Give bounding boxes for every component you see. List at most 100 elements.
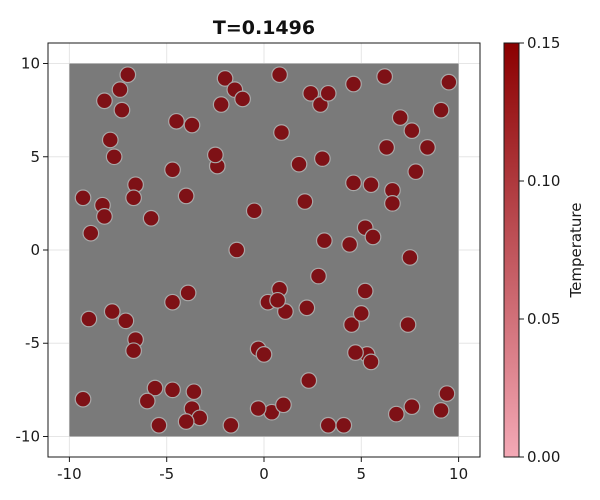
- colorbar-tick-label: 0.15: [527, 34, 560, 52]
- particle: [138, 392, 156, 410]
- colorbar-tick-label: 0.05: [527, 310, 560, 328]
- particle: [335, 416, 353, 434]
- particle: [341, 236, 359, 253]
- colorbar-tick-label: 0.10: [527, 172, 560, 190]
- particle: [310, 267, 327, 285]
- particle: [177, 187, 195, 205]
- particle: [273, 124, 290, 141]
- particle: [378, 139, 395, 156]
- x-tick-label: -10: [57, 465, 82, 483]
- y-tick-label: 5: [30, 148, 40, 166]
- x-tick-label: -5: [159, 465, 174, 483]
- colorbar: 0.00 0.05 0.10 0.15 Temperature: [503, 34, 585, 466]
- colorbar-gradient: [503, 42, 520, 458]
- x-tick-label: 10: [449, 465, 468, 483]
- particle: [74, 189, 92, 207]
- y-tick-label: 10: [21, 55, 40, 73]
- particle: [313, 150, 331, 168]
- particle: [111, 81, 129, 99]
- particle: [364, 228, 382, 246]
- particle: [146, 379, 164, 397]
- particle: [164, 293, 181, 311]
- y-tick-label: -5: [25, 334, 40, 352]
- particle: [407, 163, 425, 181]
- particle: [345, 75, 362, 93]
- particle: [164, 381, 181, 399]
- particle: [399, 316, 417, 333]
- colorbar-tick-label: 0.00: [527, 448, 560, 466]
- particle: [183, 116, 201, 134]
- particle: [234, 90, 251, 108]
- particle: [275, 396, 292, 414]
- particle: [222, 416, 240, 434]
- particle: [432, 101, 450, 119]
- particle: [296, 193, 314, 210]
- particle: [347, 344, 364, 361]
- particle: [432, 401, 450, 419]
- colorbar-label: Temperature: [567, 202, 585, 298]
- particle: [376, 68, 394, 85]
- particle: [401, 249, 419, 266]
- particle: [206, 146, 224, 164]
- particle: [352, 305, 370, 322]
- particle: [164, 161, 181, 179]
- particle: [119, 66, 137, 84]
- particle: [177, 413, 195, 430]
- particle: [117, 312, 135, 330]
- y-tick-label: 0: [30, 241, 40, 259]
- particle: [125, 342, 143, 360]
- particle: [255, 346, 273, 363]
- particle: [80, 310, 98, 328]
- particle: [300, 372, 318, 389]
- particle: [387, 405, 405, 423]
- particle: [245, 202, 263, 220]
- particle: [403, 398, 421, 416]
- particle: [96, 208, 113, 225]
- particle: [319, 416, 337, 434]
- particle: [271, 66, 288, 84]
- particle: [419, 139, 436, 156]
- particle: [403, 122, 421, 140]
- y-axis-ticks: -10 -5 0 5 10: [16, 55, 48, 445]
- particle: [113, 101, 131, 119]
- particle: [101, 131, 119, 149]
- particle: [142, 209, 160, 227]
- particle: [438, 385, 456, 402]
- simulation-box: [69, 63, 459, 437]
- particle: [315, 232, 333, 250]
- particle: [345, 174, 362, 192]
- particle: [384, 194, 401, 212]
- x-tick-label: 0: [259, 465, 269, 483]
- particle: [103, 303, 121, 320]
- particle: [228, 241, 246, 259]
- particle: [269, 291, 287, 309]
- colorbar-ticks: 0.00 0.05 0.10 0.15: [519, 34, 560, 466]
- particle: [298, 299, 316, 317]
- x-axis-ticks: -10 -5 0 5 10: [57, 457, 468, 483]
- particle: [343, 316, 360, 333]
- particle: [362, 176, 380, 194]
- particle: [319, 84, 337, 102]
- particle: [216, 70, 234, 87]
- y-tick-label: -10: [16, 427, 41, 445]
- particle: [96, 92, 113, 110]
- particle: [212, 96, 230, 113]
- particles: [74, 66, 458, 434]
- x-tick-label: 5: [357, 465, 367, 483]
- particle: [150, 416, 168, 434]
- particle: [362, 353, 380, 371]
- particle: [105, 148, 123, 166]
- particle: [168, 112, 185, 130]
- particle: [125, 189, 143, 207]
- particle: [440, 73, 458, 91]
- plot-area: -10 -5 0 5 10 -10 -5 0 5 10: [16, 42, 481, 483]
- particle: [356, 282, 374, 300]
- particle: [179, 284, 197, 302]
- chart-title: T=0.1496: [213, 17, 315, 39]
- particle: [82, 224, 100, 242]
- particle: [185, 383, 203, 401]
- particle: [302, 84, 320, 102]
- particle: [74, 390, 92, 408]
- particle: [290, 155, 308, 173]
